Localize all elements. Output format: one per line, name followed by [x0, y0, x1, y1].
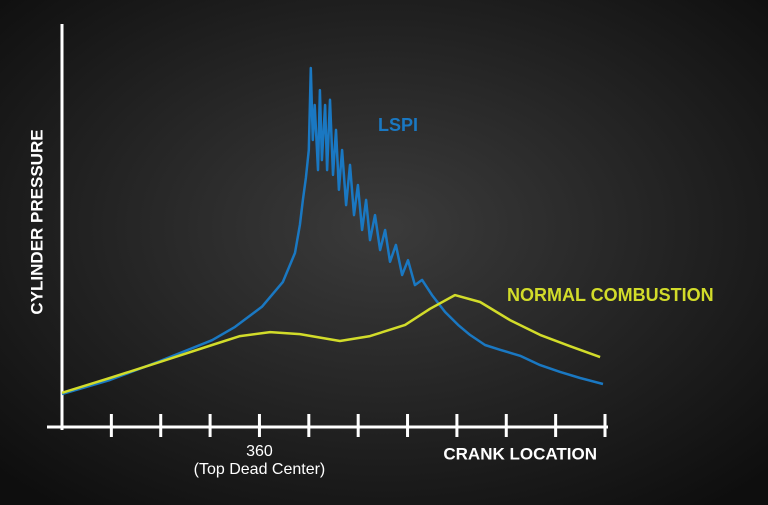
- y-axis-label: CYLINDER PRESSURE: [27, 129, 46, 314]
- series-label: LSPI: [378, 115, 418, 135]
- series-line: [61, 293, 601, 394]
- x-axis-label: CRANK LOCATION: [443, 444, 597, 463]
- series-line: [61, 66, 604, 396]
- x-tick-sublabel: (Top Dead Center): [194, 461, 326, 478]
- x-tick-label: 360: [246, 443, 273, 460]
- series-label: NORMAL COMBUSTION: [507, 285, 714, 305]
